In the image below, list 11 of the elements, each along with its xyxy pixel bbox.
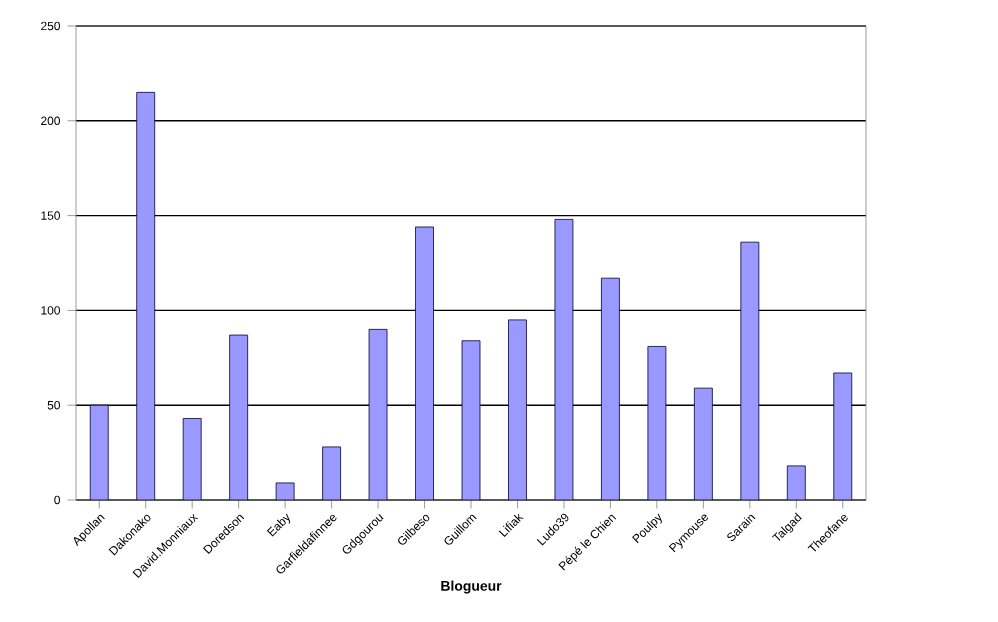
- bar: [740, 241, 760, 500]
- bar: [182, 418, 202, 500]
- bar: [415, 226, 434, 500]
- bar: [136, 91, 156, 500]
- bar: [508, 319, 527, 500]
- bar: [833, 372, 853, 500]
- bar: [693, 387, 713, 500]
- bar: [229, 334, 249, 500]
- bar: [89, 404, 109, 500]
- bar: [322, 446, 341, 500]
- bar: [601, 277, 620, 500]
